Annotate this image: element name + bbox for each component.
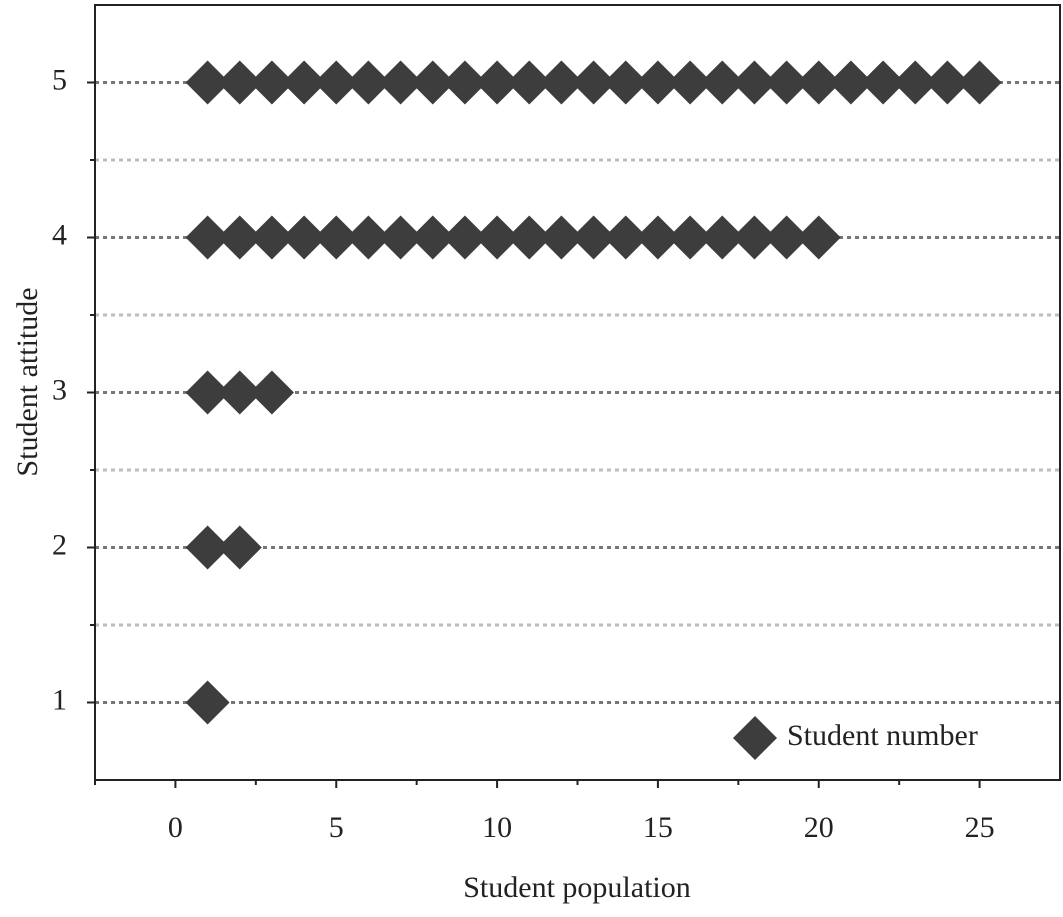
data-point [732,215,777,260]
legend-marker [733,716,777,760]
data-point [346,60,391,105]
data-point [217,215,262,260]
y-tick-label: 2 [52,528,67,561]
data-point [249,370,294,415]
data-point [410,215,455,260]
data-point [796,60,841,105]
data-point [635,60,680,105]
x-tick-label: 5 [329,811,344,844]
data-point [282,60,327,105]
data-point [314,60,359,105]
data-point [796,215,841,260]
data-point [185,525,230,570]
data-point [475,215,520,260]
data-point [185,60,230,105]
data-point [893,60,938,105]
x-tick-label: 0 [168,811,183,844]
data-point [668,60,713,105]
y-tick-label: 3 [52,373,67,406]
data-point [410,60,455,105]
data-point [442,215,487,260]
data-point [282,215,327,260]
x-tick-label: 25 [965,811,995,844]
x-tick-label: 10 [482,811,512,844]
data-point [217,60,262,105]
data-point [217,370,262,415]
y-axis-title: Student attitude [11,287,44,476]
data-point [571,60,616,105]
data-point [732,60,777,105]
data-point [475,60,520,105]
data-point [828,60,873,105]
y-tick-label: 4 [52,218,67,251]
y-tick-label: 5 [52,63,67,96]
x-tick-label: 15 [643,811,673,844]
data-point [442,60,487,105]
data-point [700,60,745,105]
x-axis-title: Student population [463,871,691,904]
data-point [249,215,294,260]
data-point [539,215,584,260]
data-point [378,60,423,105]
data-point [957,60,1002,105]
data-point [603,215,648,260]
x-tick-label: 20 [804,811,834,844]
data-point [249,60,294,105]
data-point [571,215,616,260]
data-point [764,215,809,260]
data-point [861,60,906,105]
data-point [668,215,713,260]
data-point [217,525,262,570]
data-point [378,215,423,260]
data-point [507,60,552,105]
data-point [925,60,970,105]
legend-label: Student number [787,719,978,752]
data-point [185,215,230,260]
data-point [185,680,230,725]
data-point [346,215,391,260]
y-tick-label: 1 [52,683,67,716]
data-point [635,215,680,260]
data-point [764,60,809,105]
data-point [700,215,745,260]
data-point [314,215,359,260]
data-point [507,215,552,260]
data-point [603,60,648,105]
data-point [539,60,584,105]
data-point [185,370,230,415]
